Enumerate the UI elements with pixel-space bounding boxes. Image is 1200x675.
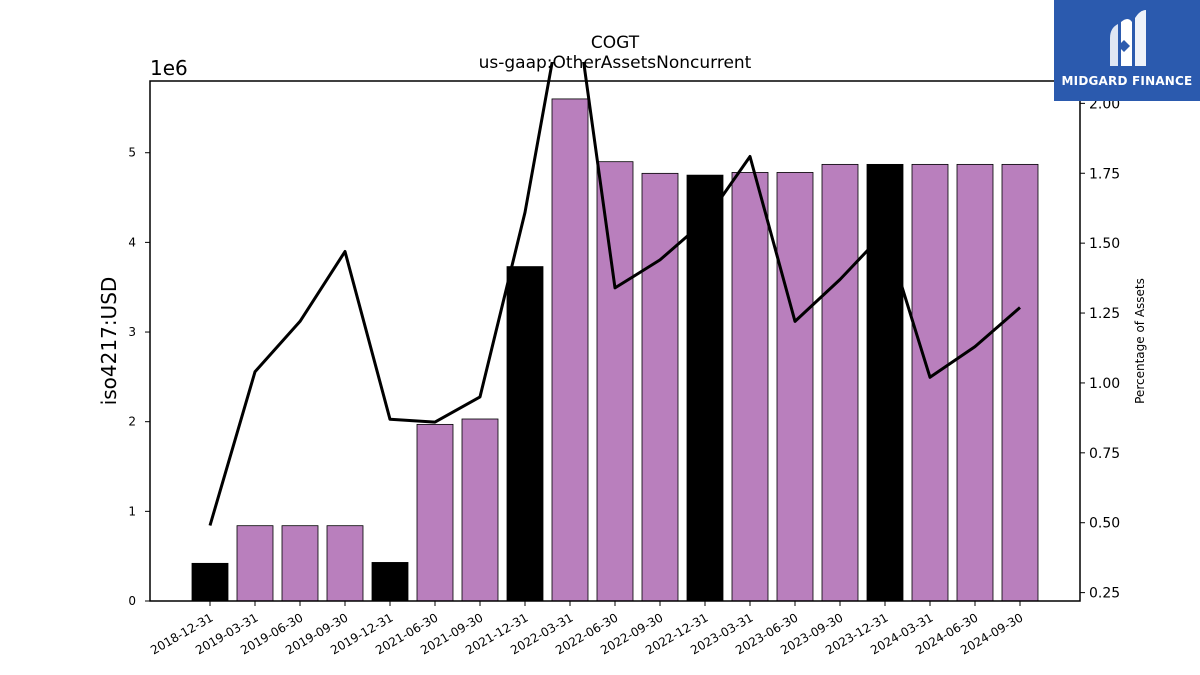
y2-tick-label: 0.50 bbox=[1089, 516, 1120, 532]
midgard-finance-logo: MIDGARD FINANCE bbox=[1054, 0, 1200, 101]
bar bbox=[1001, 163, 1039, 602]
bar bbox=[326, 525, 364, 602]
bar bbox=[866, 163, 904, 602]
percentage-line bbox=[208, 62, 1021, 526]
midgard-m-logo-icon bbox=[1110, 10, 1146, 66]
y-tick-label: 3 bbox=[128, 325, 136, 339]
y2-tick-label: 1.25 bbox=[1089, 306, 1120, 322]
chart-subtitle: us-gaap:OtherAssetsNoncurrent bbox=[479, 53, 752, 73]
y2-axis-label: Percentage of Assets bbox=[1133, 278, 1147, 404]
bar bbox=[596, 161, 634, 602]
bar bbox=[641, 172, 679, 602]
plot-frame bbox=[149, 80, 1081, 602]
chart-title: COGT bbox=[591, 33, 640, 53]
y-axis-label: iso4217:USD bbox=[97, 277, 121, 406]
y-scale-label: 1e6 bbox=[150, 56, 188, 80]
y2-tick-label: 1.00 bbox=[1089, 376, 1120, 392]
y-tick-label: 2 bbox=[128, 415, 136, 429]
bar bbox=[731, 172, 769, 602]
y-tick-label: 1 bbox=[128, 504, 136, 518]
bar bbox=[371, 562, 409, 602]
bar bbox=[686, 174, 724, 602]
bar bbox=[956, 163, 994, 602]
bar bbox=[281, 525, 319, 602]
bar bbox=[461, 418, 499, 602]
y-tick-label: 4 bbox=[128, 235, 136, 249]
bar bbox=[551, 98, 589, 602]
bar bbox=[506, 266, 544, 602]
y2-tick-label: 0.25 bbox=[1089, 586, 1120, 602]
bar bbox=[776, 172, 814, 602]
bar bbox=[821, 163, 859, 602]
brand-name: MIDGARD FINANCE bbox=[1061, 74, 1193, 88]
bar bbox=[416, 423, 454, 602]
y-tick-label: 5 bbox=[128, 146, 136, 160]
y2-tick-label: 1.75 bbox=[1089, 166, 1120, 182]
y2-tick-label: 1.50 bbox=[1089, 236, 1120, 252]
bar bbox=[911, 163, 949, 602]
bar bbox=[236, 525, 274, 602]
y-tick-label: 0 bbox=[128, 594, 136, 608]
y2-tick-label: 0.75 bbox=[1089, 446, 1120, 462]
bar bbox=[191, 562, 229, 602]
